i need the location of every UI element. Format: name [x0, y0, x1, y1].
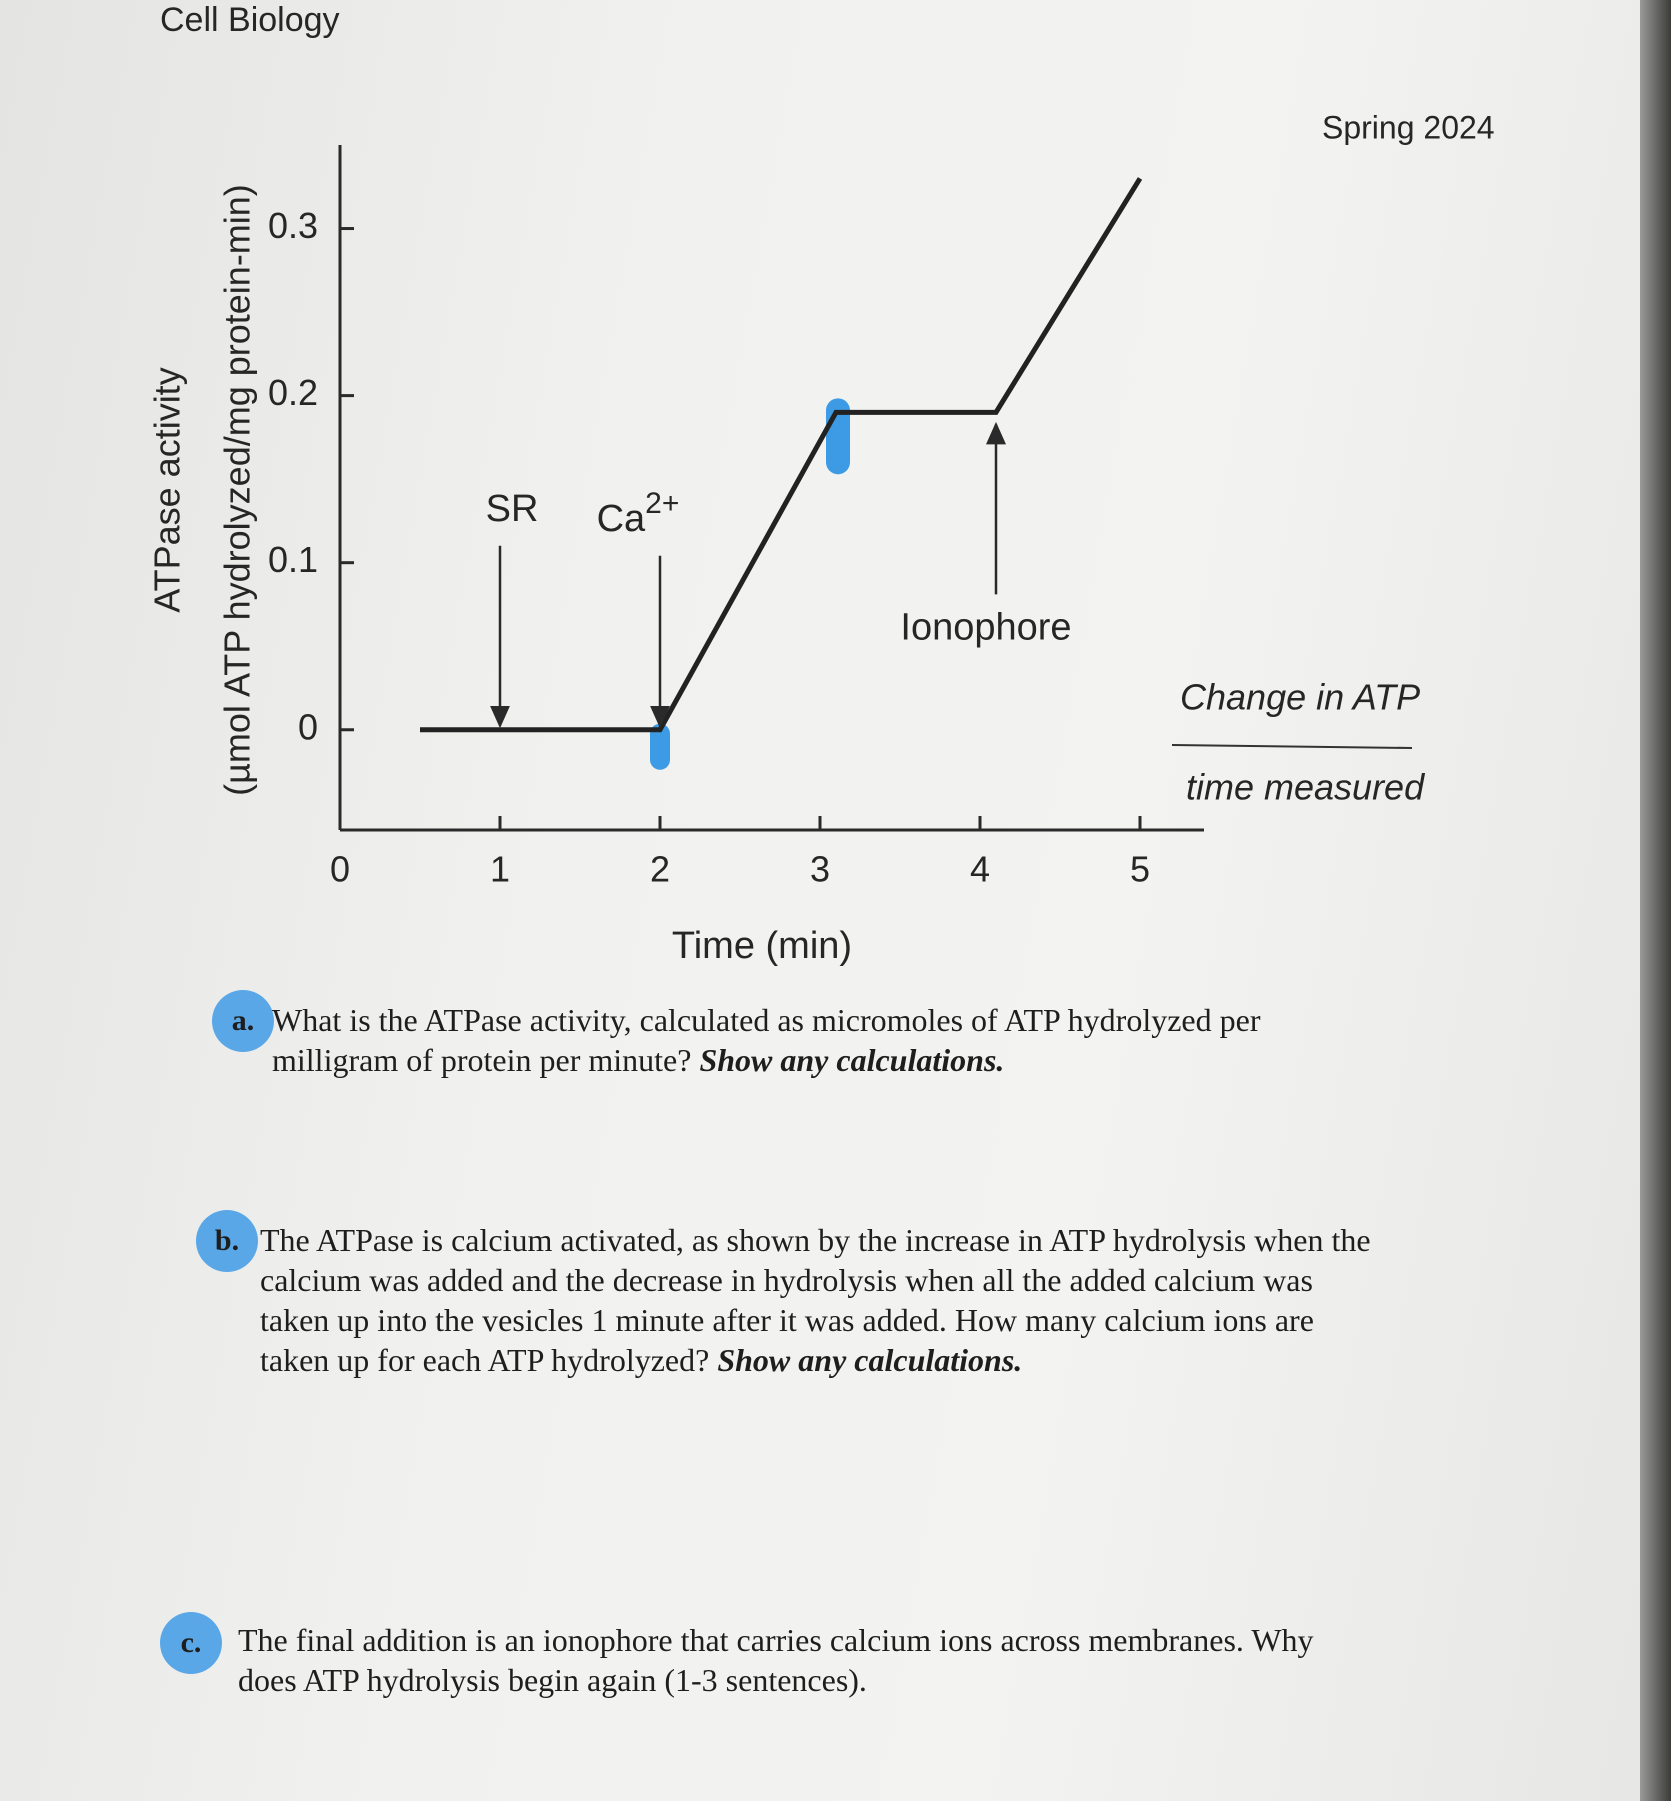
- y-axis-title: ATPase activity: [147, 367, 188, 612]
- note-numerator: Change in ATP: [1180, 677, 1420, 718]
- annotation-label: Ca2+: [597, 487, 680, 540]
- question-text: The ATPase is calcium activated, as show…: [260, 1222, 1371, 1378]
- x-tick-label: 5: [1130, 849, 1150, 890]
- question-text: What is the ATPase activity, calculated …: [272, 1002, 1261, 1078]
- y-axis-title: (µmol ATP hydrolyzed/mg protein-min): [217, 184, 258, 796]
- annotation-label-sup: 2+: [645, 487, 679, 520]
- term: Spring 2024: [1322, 109, 1495, 145]
- data-line: [420, 177, 1143, 733]
- x-tick-label: 1: [490, 849, 510, 890]
- highlight: [650, 723, 670, 770]
- question-text: The final addition is an ionophore that …: [238, 1622, 1314, 1698]
- question-emphasis: Show any calculations.: [717, 1342, 1023, 1378]
- annotation-label: SR: [486, 488, 539, 530]
- note-fraction-bar: [1171, 744, 1413, 749]
- question-badge: b.: [196, 1210, 258, 1272]
- x-tick-label: 4: [970, 849, 990, 890]
- y-tick-label: 0.2: [268, 372, 318, 413]
- question: What is the ATPase activity, calculated …: [272, 1000, 1392, 1080]
- highlight: [826, 398, 850, 475]
- note-denominator: time measured: [1186, 767, 1425, 808]
- x-tick-label: 3: [810, 849, 830, 890]
- y-tick-label: 0.1: [268, 539, 318, 580]
- question-emphasis: Show any calculations.: [699, 1042, 1005, 1078]
- question: The final addition is an ionophore that …: [238, 1620, 1358, 1700]
- course-title: Cell Biology: [160, 1, 340, 39]
- question-badge: a.: [212, 990, 274, 1052]
- page-edge: [1640, 0, 1671, 1801]
- x-tick-label: 2: [650, 849, 670, 890]
- y-tick-label: 0.3: [268, 205, 318, 246]
- x-axis-title: Time (min): [672, 925, 852, 967]
- x-tick-label: 0: [330, 849, 350, 890]
- question-badge: c.: [160, 1612, 222, 1674]
- question: The ATPase is calcium activated, as show…: [260, 1220, 1380, 1380]
- y-tick-label: 0: [298, 706, 318, 747]
- annotation-label: Ionophore: [900, 606, 1071, 648]
- annotation-label-base: Ca: [597, 498, 646, 540]
